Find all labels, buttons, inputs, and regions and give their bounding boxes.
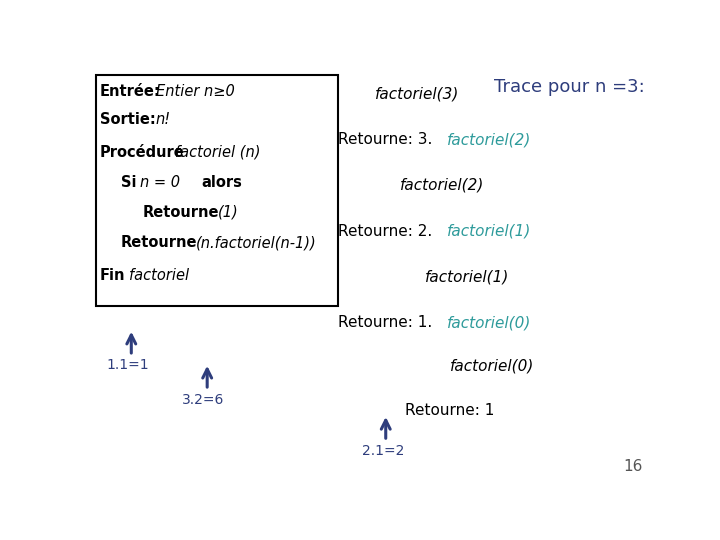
Text: Retourne: Retourne — [121, 235, 197, 250]
FancyBboxPatch shape — [96, 75, 338, 306]
Text: factoriel(1): factoriel(1) — [447, 224, 531, 239]
Text: Retourne: Retourne — [143, 205, 220, 220]
Text: Retourne: 2.: Retourne: 2. — [338, 224, 433, 239]
Text: Sortie:: Sortie: — [100, 112, 156, 127]
Text: Trace pour n =3:: Trace pour n =3: — [495, 78, 645, 96]
Text: Fin: Fin — [100, 268, 125, 283]
Text: factoriel(0): factoriel(0) — [447, 315, 531, 330]
Text: factoriel(2): factoriel(2) — [400, 178, 484, 193]
Text: Retourne: 1: Retourne: 1 — [405, 403, 495, 418]
Text: factoriel: factoriel — [129, 268, 189, 283]
Text: Procédure: Procédure — [100, 145, 185, 160]
Text: Retourne: 1.: Retourne: 1. — [338, 315, 433, 330]
Text: 3.2=6: 3.2=6 — [182, 393, 225, 407]
Text: (n.factoriel(n-1)): (n.factoriel(n-1)) — [196, 235, 317, 250]
Text: 2.1=2: 2.1=2 — [361, 444, 404, 458]
Text: factoriel(1): factoriel(1) — [425, 269, 509, 285]
Text: Entier n≥0: Entier n≥0 — [156, 84, 235, 99]
Text: 16: 16 — [623, 458, 642, 474]
Text: factoriel(0): factoriel(0) — [450, 359, 534, 374]
Text: n = 0: n = 0 — [140, 176, 180, 191]
Text: alors: alors — [202, 176, 243, 191]
Text: (1): (1) — [218, 205, 239, 220]
Text: 1.1=1: 1.1=1 — [107, 358, 149, 372]
Text: factoriel(3): factoriel(3) — [374, 86, 459, 102]
Text: Entrée:: Entrée: — [100, 84, 161, 99]
Text: factoriel (n): factoriel (n) — [175, 145, 261, 160]
Text: Si: Si — [121, 176, 136, 191]
Text: n!: n! — [156, 112, 171, 127]
Text: factoriel(2): factoriel(2) — [447, 132, 531, 147]
Text: Retourne: 3.: Retourne: 3. — [338, 132, 433, 147]
